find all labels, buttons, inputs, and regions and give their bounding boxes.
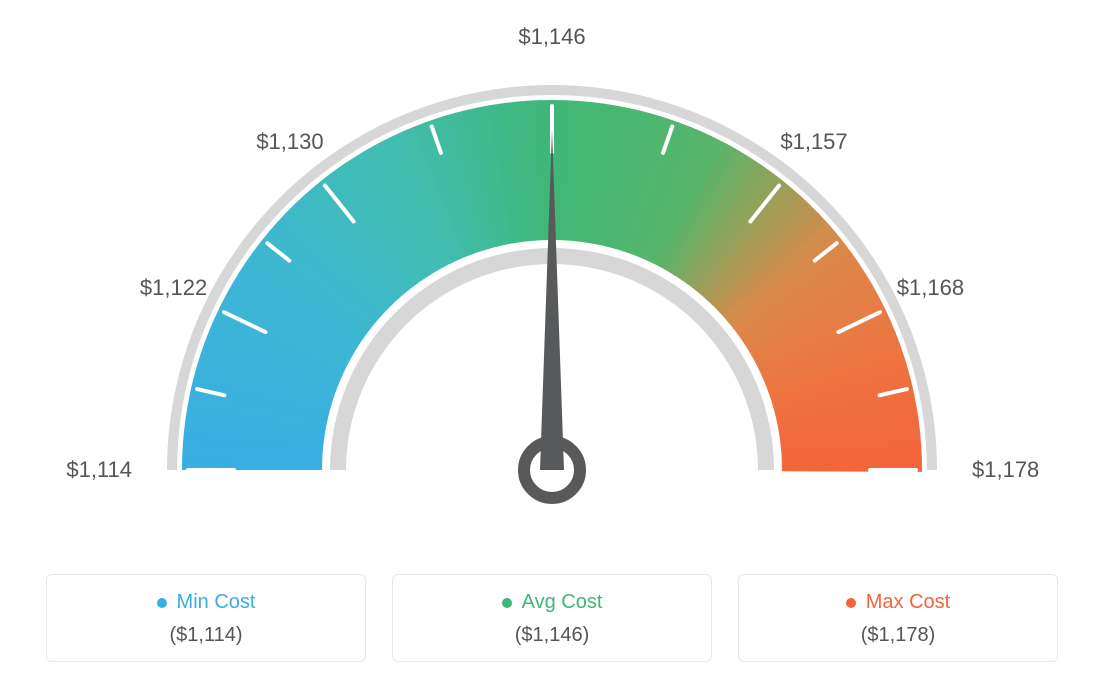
legend-title-min: Min Cost	[157, 591, 256, 614]
scale-label-5: $1,168	[897, 275, 964, 301]
legend-dot-min	[157, 598, 167, 608]
gauge-svg	[102, 30, 1002, 530]
scale-label-6: $1,178	[972, 457, 1039, 483]
scale-label-1: $1,122	[140, 275, 207, 301]
legend-label-min: Min Cost	[177, 591, 256, 614]
legend-value-avg: ($1,146)	[403, 624, 701, 647]
scale-label-3: $1,146	[518, 24, 585, 50]
scale-label-4: $1,157	[780, 129, 847, 155]
scale-label-2: $1,130	[256, 129, 323, 155]
legend-label-avg: Avg Cost	[522, 591, 603, 614]
legend-dot-avg	[502, 598, 512, 608]
legend-card-max: Max Cost ($1,178)	[738, 574, 1058, 662]
legend-title-avg: Avg Cost	[502, 591, 603, 614]
legend-label-max: Max Cost	[866, 591, 950, 614]
legend-card-min: Min Cost ($1,114)	[46, 574, 366, 662]
legend-card-avg: Avg Cost ($1,146)	[392, 574, 712, 662]
legend-dot-max	[846, 598, 856, 608]
legend-row: Min Cost ($1,114) Avg Cost ($1,146) Max …	[46, 574, 1058, 662]
legend-title-max: Max Cost	[846, 591, 950, 614]
legend-value-min: ($1,114)	[57, 624, 355, 647]
gauge-chart: $1,114$1,122$1,130$1,146$1,157$1,168$1,1…	[102, 30, 1002, 550]
scale-label-0: $1,114	[66, 457, 132, 483]
legend-value-max: ($1,178)	[749, 624, 1047, 647]
